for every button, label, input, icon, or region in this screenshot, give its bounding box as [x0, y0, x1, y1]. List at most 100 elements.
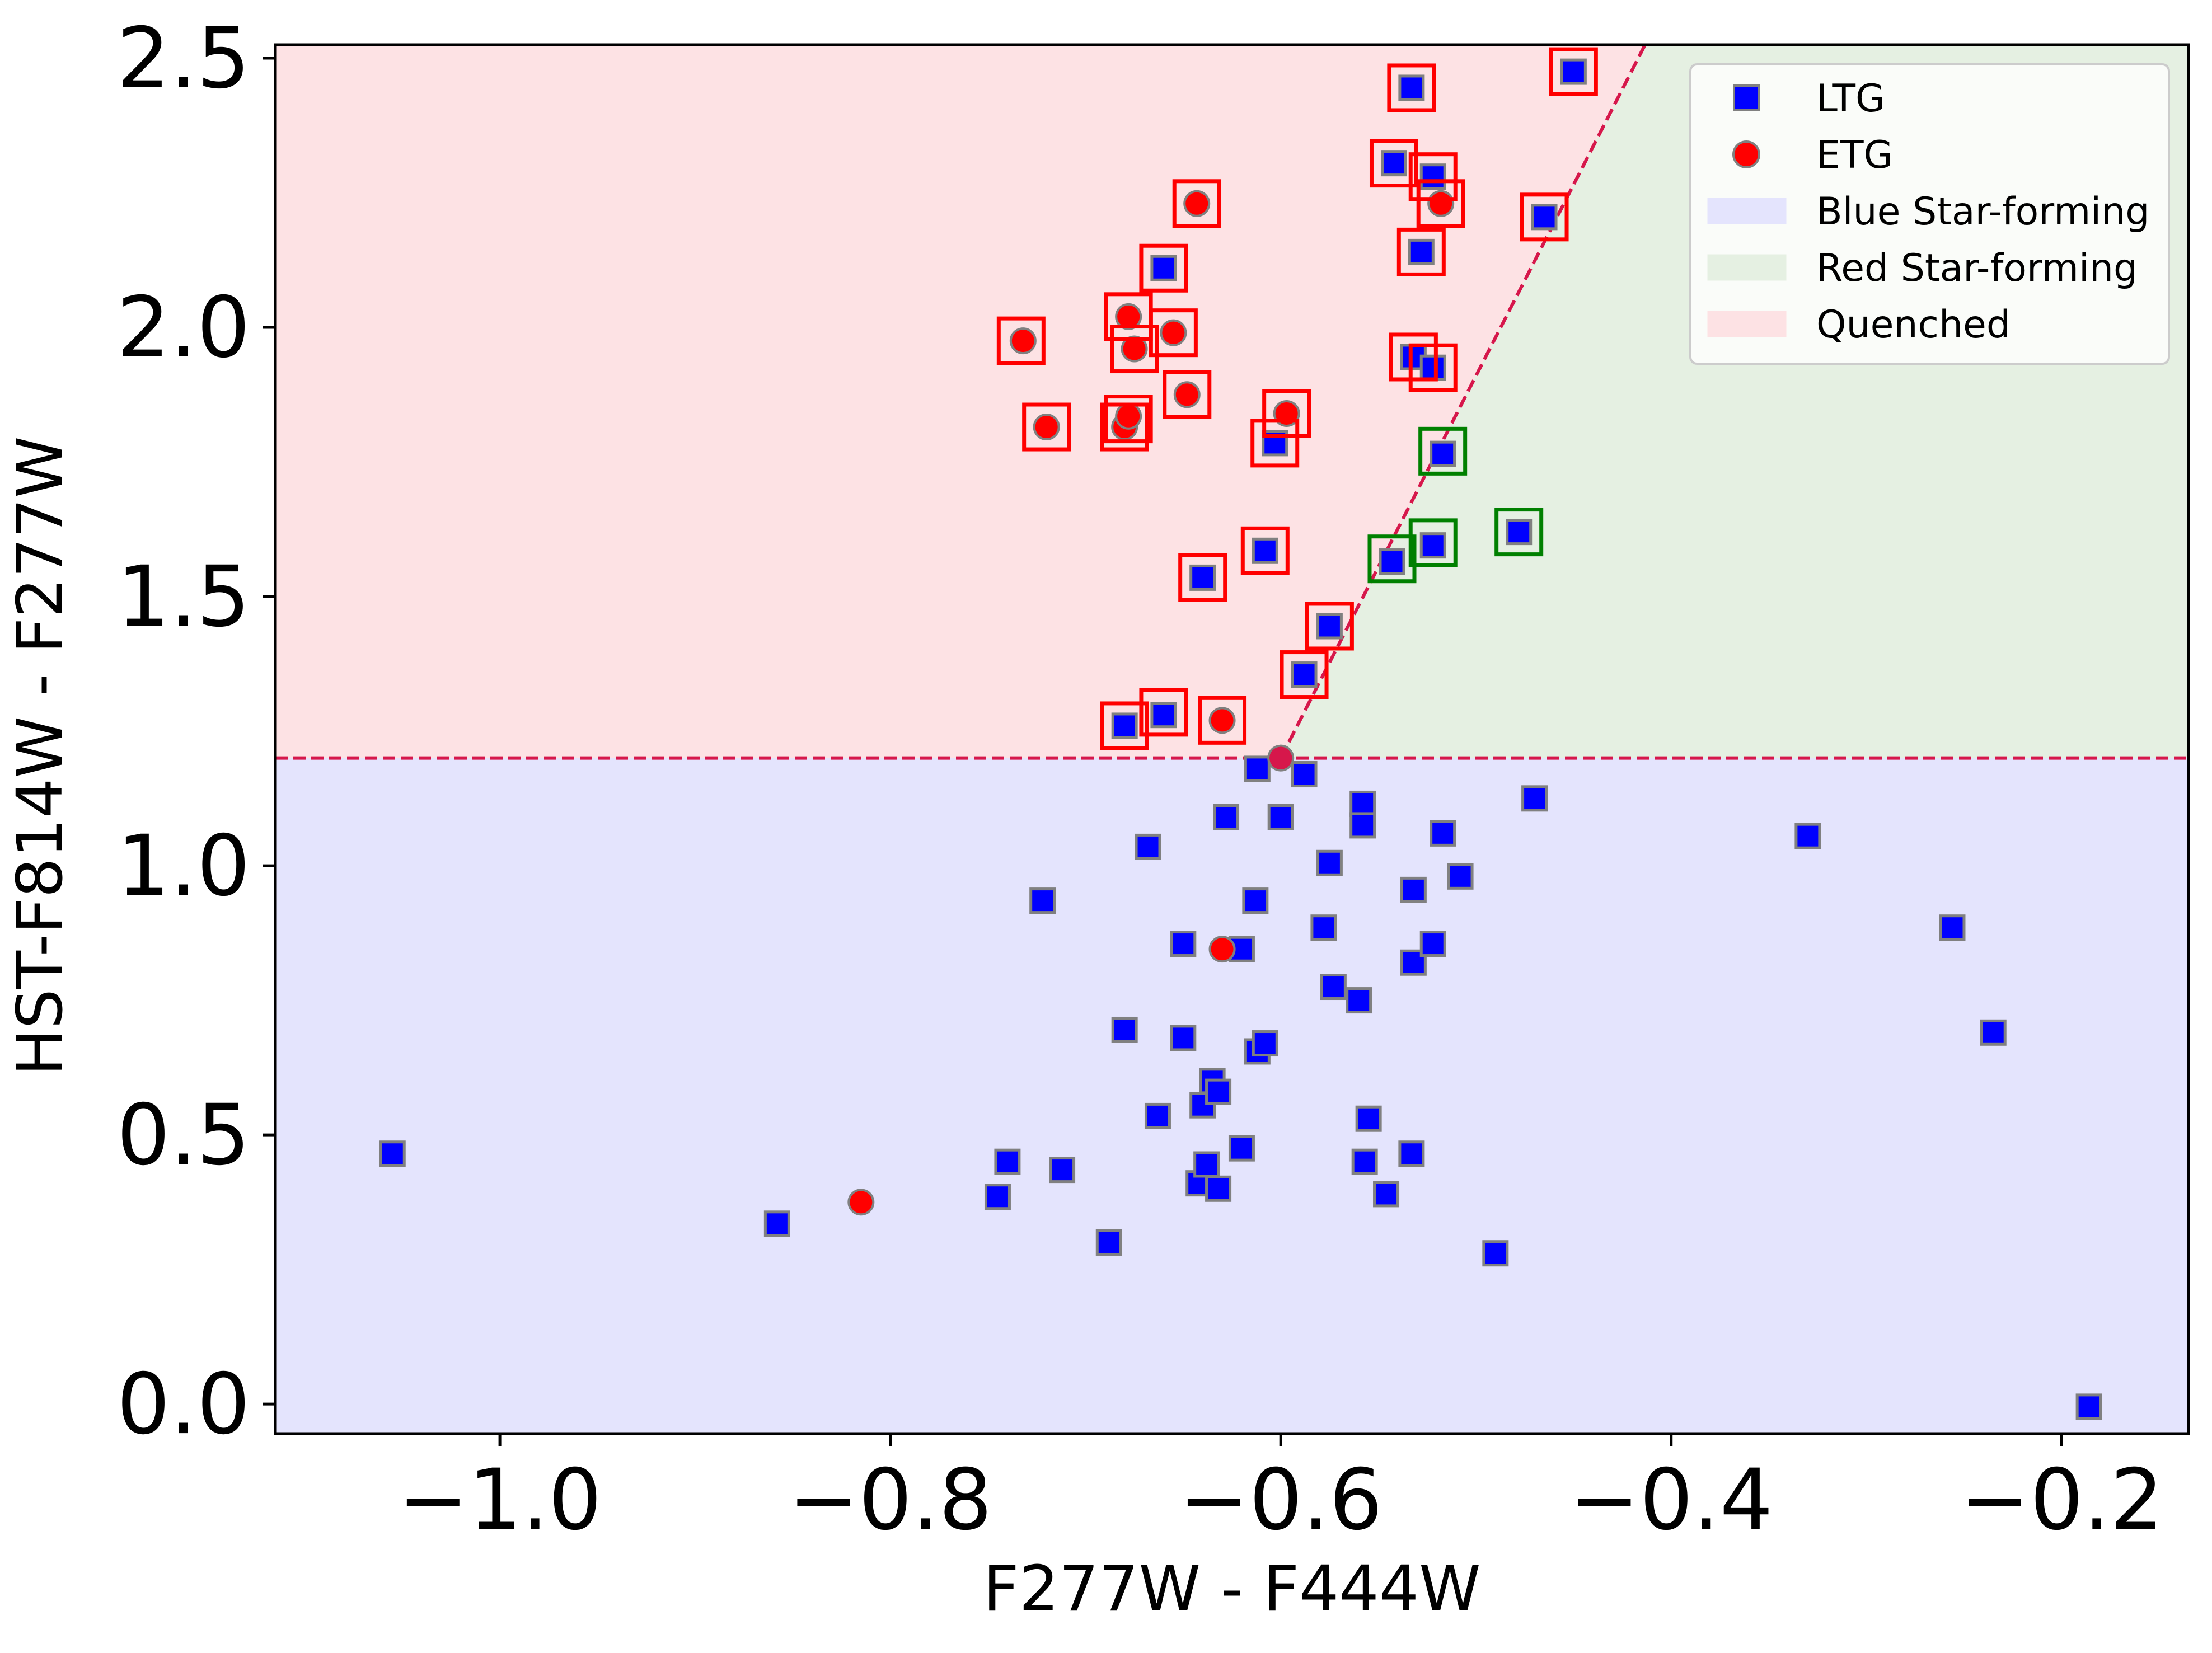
points-layer	[379, 58, 2102, 1420]
red-highlight-box	[1280, 650, 1329, 699]
ltg-point	[1291, 661, 1318, 688]
red-highlight-box	[1520, 192, 1569, 242]
ltg-point	[1150, 702, 1177, 729]
red-highlight-box	[1305, 602, 1354, 651]
legend-box	[1689, 63, 2170, 365]
ltg-point	[1193, 1151, 1220, 1178]
ltg-point	[1316, 613, 1343, 640]
etg-point	[1160, 319, 1187, 346]
ltg-point	[1379, 548, 1405, 575]
red-highlight-box	[1408, 152, 1458, 201]
legend-label: Red Star-forming	[1816, 246, 2138, 290]
x-tick-label: −0.2	[1960, 1452, 2163, 1549]
red-highlight-box	[1149, 308, 1198, 358]
red-highlight-box	[1110, 325, 1159, 374]
ltg-point	[1980, 1019, 2007, 1046]
etg-point	[1115, 303, 1142, 330]
threshold-vertex-point	[1269, 746, 1292, 769]
x-tick-label: −0.8	[789, 1452, 992, 1549]
y-tick-label: 2.5	[116, 10, 250, 107]
legend-label: Quenched	[1816, 303, 2011, 347]
etg-point	[1115, 402, 1142, 430]
red-highlight-box	[1100, 402, 1149, 452]
red-highlight-box	[1198, 696, 1247, 745]
red-highlight-box	[1178, 553, 1227, 602]
etg-point	[1033, 414, 1060, 441]
ltg-point	[1419, 931, 1446, 957]
red-highlight-box	[1163, 370, 1212, 419]
legend-label: LTG	[1816, 77, 1885, 121]
ltg-point	[1291, 761, 1318, 788]
red-highlight-box	[1240, 526, 1290, 575]
ltg-point	[1170, 1025, 1197, 1051]
ltg-point	[1242, 887, 1269, 914]
legend-patch	[1707, 198, 1787, 224]
legend-ltg-marker	[1733, 84, 1760, 111]
ltg-point	[1189, 564, 1216, 591]
ltg-point	[1346, 987, 1372, 1014]
ltg-point	[1316, 849, 1343, 876]
x-tick-label: −1.0	[398, 1452, 602, 1549]
red-highlight-box	[996, 316, 1046, 365]
ltg-point	[1794, 823, 1821, 849]
etg-point	[1208, 936, 1236, 963]
ltg-point	[1380, 150, 1407, 177]
region-blue-star-forming	[275, 758, 2188, 1434]
axes-layer: −1.0 −0.8 −0.6 −0.4 −0.2 0.0 0.5 1.0 1.5 2.0 2.5	[116, 10, 2163, 1549]
ltg-point	[1170, 931, 1197, 957]
etg-point	[1183, 190, 1211, 217]
red-highlight-box	[1172, 179, 1221, 228]
ltg-point	[1400, 876, 1427, 903]
x-axis-label: F277W - F444W	[983, 1553, 1481, 1626]
green-highlight-box	[1367, 534, 1417, 584]
ltg-point	[379, 1140, 406, 1167]
red-highlight-box	[1104, 395, 1153, 444]
ltg-point	[1373, 1181, 1400, 1208]
ltg-point	[994, 1148, 1021, 1175]
red-highlight-box	[1369, 139, 1418, 188]
ltg-point	[1144, 1102, 1171, 1129]
ltg-point	[1560, 58, 1587, 85]
red-highlight-box	[1549, 47, 1598, 96]
etg-point	[1427, 190, 1455, 217]
ltg-point	[1213, 804, 1240, 830]
ltg-point	[1939, 914, 1966, 941]
legend-label: ETG	[1816, 133, 1893, 177]
red-highlight-box	[1387, 63, 1436, 112]
ltg-point	[1419, 163, 1446, 190]
red-highlight-box	[1389, 332, 1438, 382]
ltg-point	[1355, 1105, 1382, 1132]
red-highlight-box	[1100, 701, 1149, 750]
ltg-point	[763, 1210, 790, 1237]
red-highlight-box	[1416, 179, 1465, 228]
y-tick-label: 0.5	[116, 1087, 250, 1184]
ltg-point	[1310, 914, 1337, 941]
green-highlight-box	[1408, 518, 1458, 567]
legend-patch	[1707, 311, 1787, 337]
ltg-point	[1482, 1240, 1509, 1267]
plot-frame	[274, 43, 2190, 1435]
ltg-point	[1408, 238, 1435, 265]
ltg-point	[1419, 354, 1446, 381]
ltg-point	[1506, 519, 1533, 546]
red-highlight-box	[1139, 243, 1188, 293]
red-highlight-box	[1408, 343, 1458, 392]
ltg-point	[1320, 974, 1347, 1001]
red-highlight-box	[1022, 402, 1071, 452]
ltg-point	[1349, 812, 1376, 839]
ltg-point	[1351, 1148, 1378, 1175]
y-tick-label: 2.0	[116, 279, 250, 377]
etg-point	[1208, 707, 1236, 734]
region-quenched	[275, 45, 1646, 758]
ltg-point	[1095, 1229, 1122, 1256]
y-tick-label: 0.0	[116, 1356, 250, 1453]
ltg-point	[1349, 790, 1376, 817]
ltg-point	[2075, 1393, 2102, 1420]
ltg-point	[984, 1184, 1011, 1210]
legend: LTG ETG Blue Star-forming Red Star-forming Q…	[1689, 63, 2170, 365]
y-tick-label: 1.5	[116, 548, 250, 646]
ltg-point	[1029, 887, 1056, 914]
ltg-point	[1252, 537, 1278, 564]
ltg-point	[1430, 440, 1456, 467]
